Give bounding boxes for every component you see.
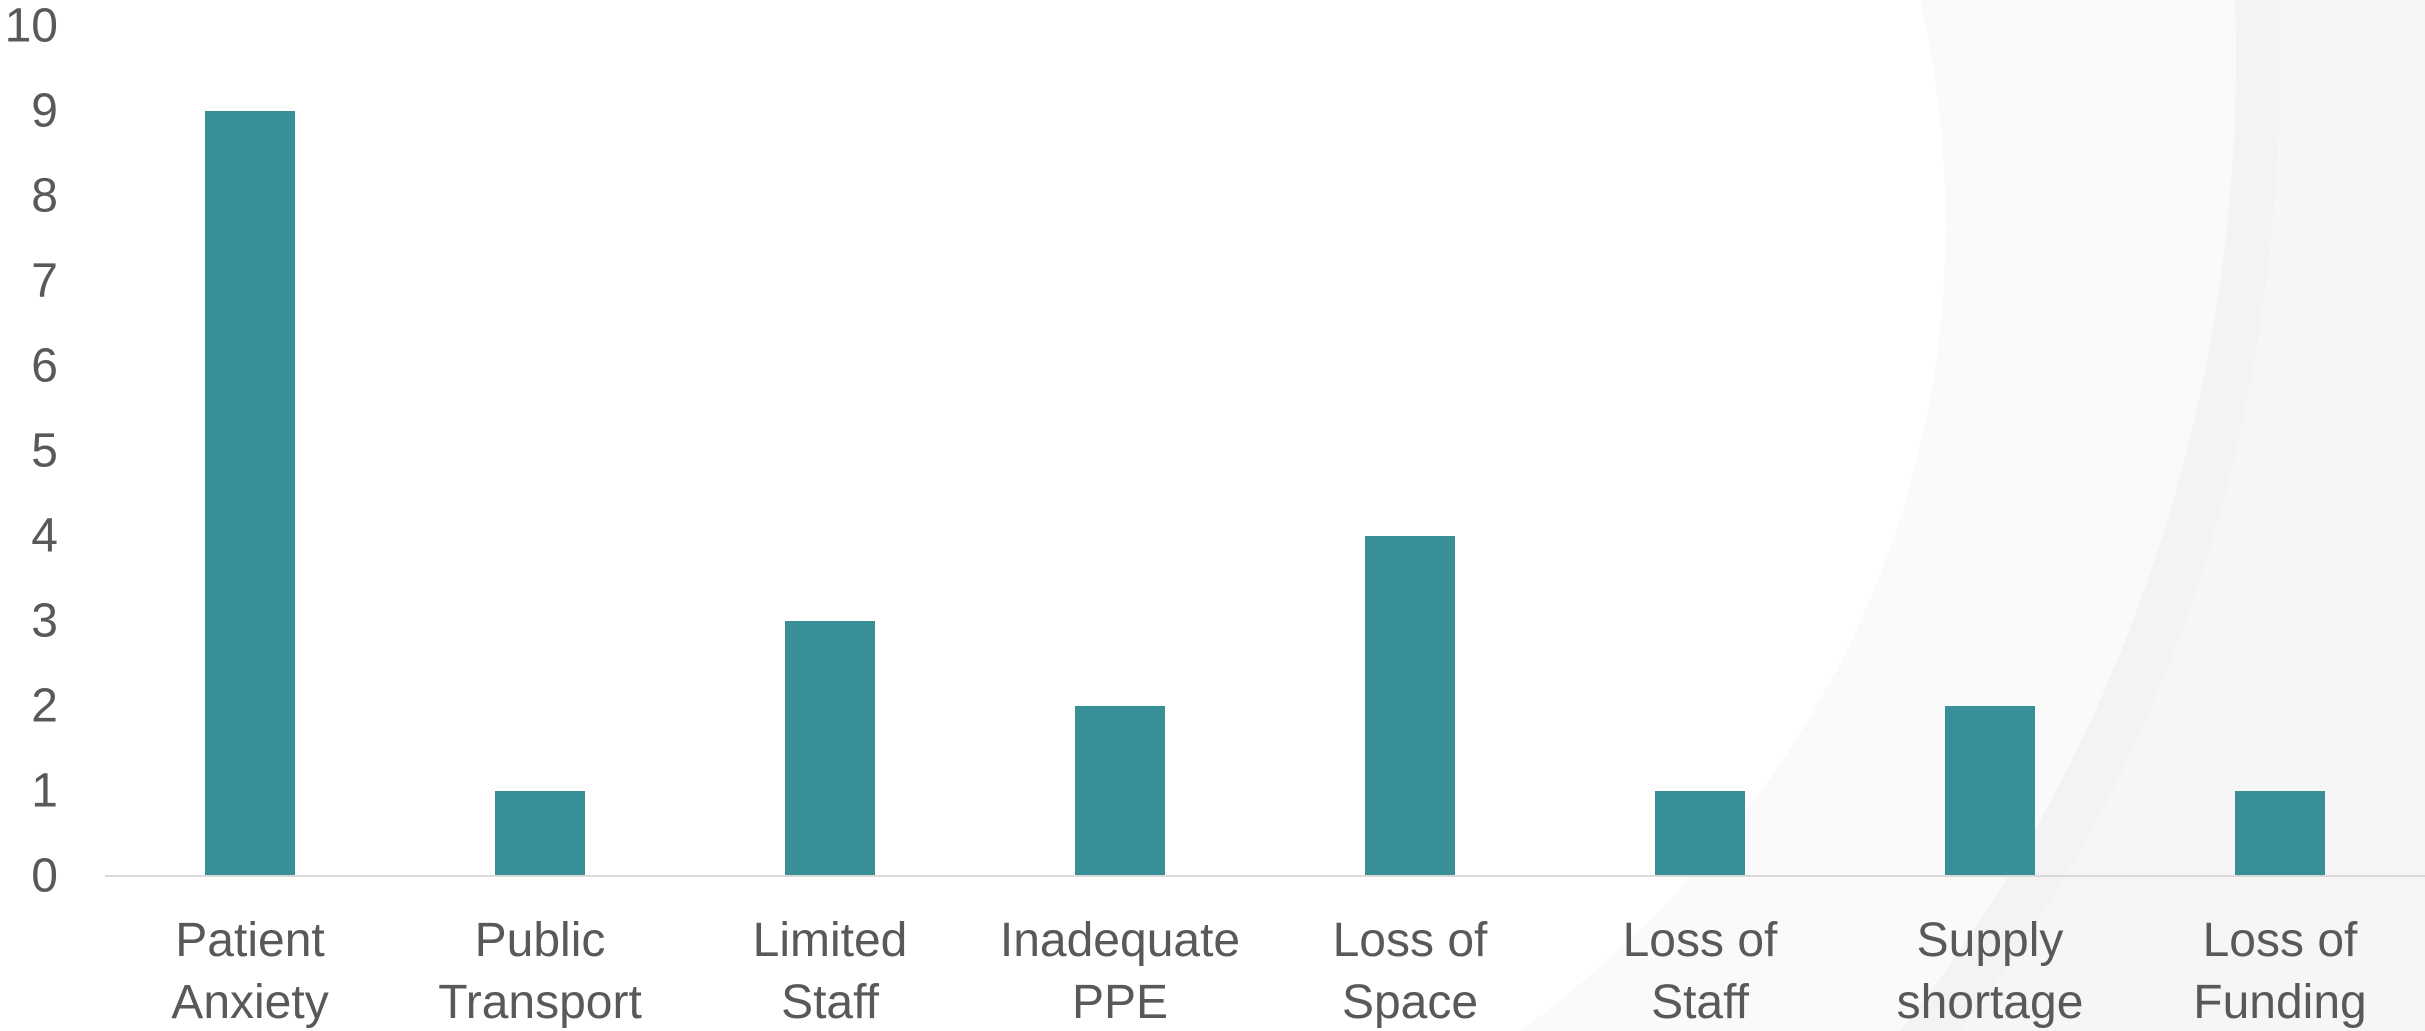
bar-3 bbox=[1075, 706, 1165, 876]
bar-2 bbox=[785, 621, 875, 876]
y-tick-label-9: 9 bbox=[31, 85, 58, 138]
x-category-label-1-line-0: Public bbox=[475, 914, 606, 967]
y-tick-label-5: 5 bbox=[31, 425, 58, 478]
x-category-label-6-line-1: shortage bbox=[1897, 976, 2084, 1029]
x-category-label-4-line-0: Loss of bbox=[1333, 914, 1488, 967]
bar-1 bbox=[495, 791, 585, 876]
bars bbox=[205, 111, 2325, 876]
y-tick-label-8: 8 bbox=[31, 170, 58, 223]
y-tick-label-0: 0 bbox=[31, 850, 58, 903]
x-category-label-3-line-1: PPE bbox=[1072, 976, 1168, 1029]
bar-4 bbox=[1365, 536, 1455, 876]
y-tick-label-6: 6 bbox=[31, 340, 58, 393]
bar-6 bbox=[1945, 706, 2035, 876]
x-category-label-2-line-1: Staff bbox=[781, 976, 880, 1029]
y-tick-label-2: 2 bbox=[31, 680, 58, 733]
x-category-label-3-line-0: Inadequate bbox=[1000, 914, 1240, 967]
x-category-label-4-line-1: Space bbox=[1342, 976, 1478, 1029]
x-category-label-7-line-0: Loss of bbox=[2203, 914, 2358, 967]
x-category-label-1-line-1: Transport bbox=[438, 976, 642, 1029]
y-tick-label-10: 10 bbox=[5, 0, 58, 53]
x-category-label-2-line-0: Limited bbox=[753, 914, 908, 967]
y-axis-tick-labels: 0 1 2 3 4 5 6 7 8 9 10 bbox=[5, 0, 58, 903]
y-tick-label-7: 7 bbox=[31, 255, 58, 308]
bar-0 bbox=[205, 111, 295, 876]
x-category-label-0-line-1: Anxiety bbox=[171, 976, 328, 1029]
x-category-label-0-line-0: Patient bbox=[175, 914, 324, 967]
x-axis-category-labels: Patient Anxiety Public Transport Limited Staf… bbox=[171, 914, 2366, 1029]
y-tick-label-3: 3 bbox=[31, 595, 58, 648]
x-category-label-5-line-1: Staff bbox=[1651, 976, 1750, 1029]
bar-5 bbox=[1655, 791, 1745, 876]
bar-7 bbox=[2235, 791, 2325, 876]
y-tick-label-4: 4 bbox=[31, 510, 58, 563]
x-category-label-5-line-0: Loss of bbox=[1623, 914, 1778, 967]
x-category-label-6-line-0: Supply bbox=[1917, 914, 2064, 967]
x-category-label-7-line-1: Funding bbox=[2193, 976, 2366, 1029]
y-tick-label-1: 1 bbox=[31, 765, 58, 818]
